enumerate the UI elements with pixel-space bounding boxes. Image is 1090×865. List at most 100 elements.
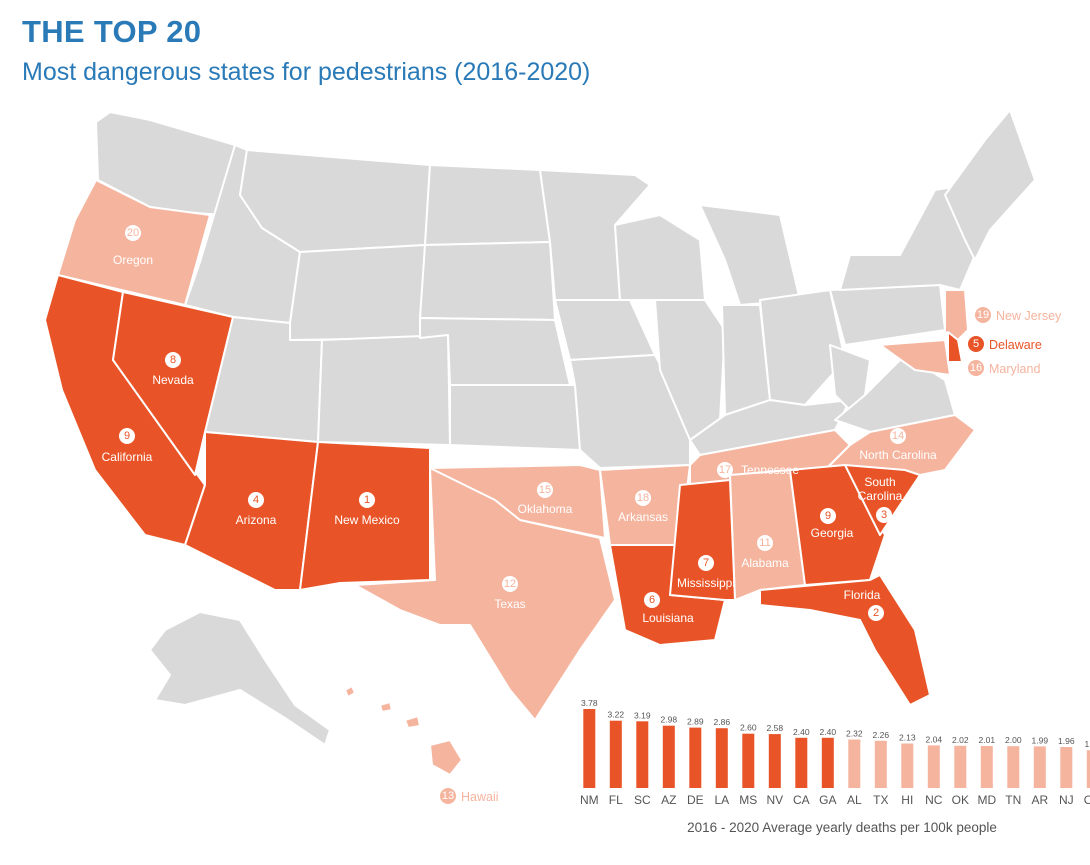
svg-text:3: 3 bbox=[881, 509, 887, 521]
bar-az bbox=[662, 725, 675, 788]
bar-value-label: 2.04 bbox=[926, 734, 943, 744]
svg-text:Mississippi: Mississippi bbox=[677, 576, 735, 590]
svg-text:California: California bbox=[102, 450, 153, 464]
svg-text:15: 15 bbox=[539, 484, 551, 496]
bar-value-label: 2.02 bbox=[952, 735, 969, 745]
svg-text:South: South bbox=[864, 475, 895, 489]
bar-de bbox=[689, 727, 702, 788]
bar-category-label: OR bbox=[1084, 793, 1090, 807]
bar-category-label: AZ bbox=[661, 793, 676, 807]
rank-marker-florida: 2 Florida bbox=[844, 588, 884, 621]
svg-text:Hawaii: Hawaii bbox=[461, 790, 499, 804]
svg-text:14: 14 bbox=[892, 430, 904, 442]
bar-category-label: FL bbox=[609, 793, 623, 807]
svg-text:Maryland: Maryland bbox=[989, 362, 1040, 376]
bar-category-label: NV bbox=[766, 793, 783, 807]
rank-marker-hawaii: 13 Hawaii bbox=[440, 788, 499, 804]
svg-text:Georgia: Georgia bbox=[811, 526, 854, 540]
state-new-jersey bbox=[944, 289, 969, 341]
svg-text:13: 13 bbox=[442, 790, 454, 802]
state-arizona bbox=[184, 431, 319, 591]
svg-text:11: 11 bbox=[759, 537, 770, 549]
bar-value-label: 1.99 bbox=[1032, 735, 1049, 745]
bar-value-label: 1.96 bbox=[1058, 736, 1075, 746]
bar-chart: 3.78 NM 3.22 FL 3.19 SC 2.98 AZ 2.89 DE 2.86 LA 2.60… bbox=[580, 698, 1090, 835]
svg-text:7: 7 bbox=[703, 557, 709, 569]
state-new-england bbox=[944, 109, 1036, 261]
page-subtitle: Most dangerous states for pedestrians (2… bbox=[22, 58, 591, 86]
state-oklahoma bbox=[429, 464, 606, 539]
state-alaska bbox=[149, 611, 331, 746]
state-colorado bbox=[317, 334, 451, 446]
bar-al bbox=[848, 739, 861, 788]
bar-category-label: AR bbox=[1031, 793, 1048, 807]
bar-ms bbox=[742, 733, 755, 788]
rank-marker-new-mexico: 1 New Mexico bbox=[334, 492, 400, 527]
bar-nm bbox=[583, 709, 596, 788]
svg-text:19: 19 bbox=[977, 309, 989, 321]
rank-markers: 20 Oregon 8 Nevada 9 California 4 Arizon… bbox=[102, 225, 1062, 804]
rank-marker-nevada: 8 Nevada bbox=[152, 352, 194, 387]
rank-marker-oregon: 20 Oregon bbox=[113, 225, 153, 267]
bar-value-label: 2.89 bbox=[687, 717, 704, 727]
rank-marker-louisiana: 6 Louisiana bbox=[642, 592, 694, 625]
svg-text:New Mexico: New Mexico bbox=[334, 513, 400, 527]
bar-nv bbox=[768, 734, 781, 788]
bar-value-label: 2.00 bbox=[1005, 735, 1022, 745]
bar-value-label: 2.60 bbox=[740, 723, 757, 733]
rank-marker-california: 9 California bbox=[102, 428, 153, 464]
bar-value-label: 2.01 bbox=[979, 735, 996, 745]
rank-marker-arkansas: 18 Arkansas bbox=[618, 490, 668, 524]
rank-marker-oklahoma: 15 Oklahoma bbox=[518, 482, 573, 516]
svg-text:9: 9 bbox=[124, 430, 130, 442]
bar-value-label: 2.98 bbox=[661, 715, 678, 725]
bar-category-label: DE bbox=[687, 793, 704, 807]
rank-marker-north-carolina: 14 North Carolina bbox=[859, 428, 937, 462]
state-ohio bbox=[759, 289, 846, 406]
bar-value-label: 3.19 bbox=[634, 710, 651, 720]
bar-category-label: TX bbox=[873, 793, 888, 807]
state-wyoming bbox=[289, 244, 426, 341]
svg-text:1: 1 bbox=[364, 494, 370, 506]
page-title: THE TOP 20 bbox=[22, 14, 202, 49]
bar-category-label: CA bbox=[793, 793, 810, 807]
state-oregon bbox=[57, 179, 211, 306]
rank-marker-new-jersey: 19 New Jersey bbox=[975, 307, 1062, 323]
svg-text:Louisiana: Louisiana bbox=[642, 611, 694, 625]
svg-text:Florida: Florida bbox=[844, 588, 881, 602]
state-south-dakota bbox=[419, 241, 556, 321]
svg-text:Arizona: Arizona bbox=[236, 513, 277, 527]
chart-x-axis-label: 2016 - 2020 Average yearly deaths per 10… bbox=[687, 820, 997, 835]
svg-text:Tennessee: Tennessee bbox=[741, 463, 799, 477]
bar-md bbox=[980, 746, 993, 788]
bar-category-label: HI bbox=[901, 793, 913, 807]
bar-value-label: 2.13 bbox=[899, 733, 916, 743]
bar-value-label: 3.22 bbox=[608, 710, 625, 720]
bar-category-label: NC bbox=[925, 793, 943, 807]
bar-category-label: OK bbox=[952, 793, 969, 807]
svg-text:9: 9 bbox=[825, 510, 831, 522]
bar-tx bbox=[874, 740, 887, 788]
bar-category-label: MS bbox=[739, 793, 757, 807]
bar-hi bbox=[901, 743, 914, 788]
bar-nc bbox=[927, 745, 940, 788]
bar-la bbox=[715, 728, 728, 788]
bar-nj bbox=[1060, 747, 1073, 788]
state-delaware bbox=[947, 331, 963, 363]
state-mississippi bbox=[669, 479, 736, 601]
bar-ok bbox=[954, 745, 967, 788]
bar-category-label: MD bbox=[977, 793, 996, 807]
rank-marker-maryland: 16 Maryland bbox=[968, 360, 1040, 376]
svg-text:2: 2 bbox=[873, 607, 879, 619]
bar-value-label: 2.32 bbox=[846, 729, 863, 739]
bar-sc bbox=[636, 721, 649, 788]
svg-text:Carolina: Carolina bbox=[858, 489, 903, 503]
bar-value-label: 2.40 bbox=[820, 727, 837, 737]
svg-text:12: 12 bbox=[504, 578, 516, 590]
rank-marker-delaware: 5 Delaware bbox=[968, 336, 1042, 352]
svg-text:8: 8 bbox=[170, 354, 176, 366]
unranked-states bbox=[95, 109, 1036, 469]
bar-category-label: SC bbox=[634, 793, 651, 807]
svg-text:Oregon: Oregon bbox=[113, 253, 153, 267]
bar-value-label: 1.81 bbox=[1085, 739, 1090, 749]
